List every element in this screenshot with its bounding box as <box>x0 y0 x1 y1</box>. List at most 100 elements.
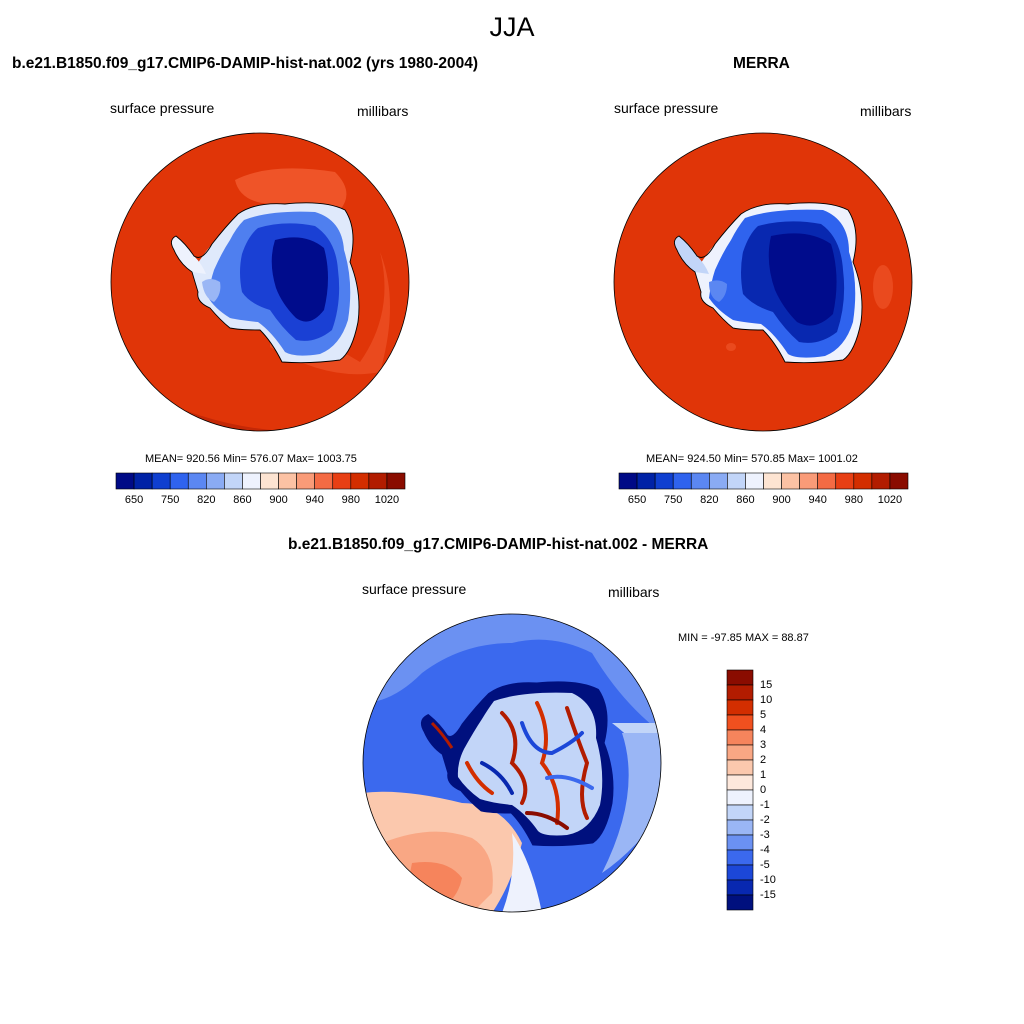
colorbar-swatch <box>636 472 656 490</box>
colorbar-tick-label: 750 <box>161 494 180 506</box>
colorbar-swatch <box>726 849 754 866</box>
colorbar-swatch <box>690 472 710 490</box>
colorbar-tick-label: 820 <box>700 494 719 506</box>
colorbar-tick-label: 860 <box>233 494 252 506</box>
colorbar-swatch <box>726 804 754 821</box>
colorbar-tick-label: 5 <box>760 709 767 721</box>
panel-3-title: b.e21.B1850.f09_g17.CMIP6-DAMIP-hist-nat… <box>288 536 709 553</box>
colorbar-swatch <box>726 819 754 836</box>
colorbar-tick-label: 820 <box>197 494 216 506</box>
panel-3-variable-label: surface pressure <box>362 581 467 597</box>
colorbar-swatch <box>889 472 909 490</box>
colorbar-tick-label: 940 <box>808 494 827 506</box>
colorbar-swatch <box>187 472 207 490</box>
colorbar-swatch <box>654 472 674 490</box>
colorbar-tick-label: 900 <box>269 494 288 506</box>
colorbar-swatch <box>151 472 171 490</box>
colorbar-tick-label: 10 <box>760 694 773 706</box>
colorbar-swatch <box>672 472 692 490</box>
colorbar-tick-label: 2 <box>760 754 767 766</box>
colorbar-swatch <box>726 879 754 896</box>
colorbar-swatch <box>618 472 638 490</box>
colorbar-swatch <box>726 744 754 761</box>
colorbar-swatch <box>726 669 754 686</box>
colorbar-tick-label: 980 <box>341 494 360 506</box>
colorbar-tick-label: -5 <box>760 859 770 871</box>
colorbar-swatch <box>853 472 873 490</box>
colorbar-tick-label: -15 <box>760 889 776 901</box>
panel-1-title: b.e21.B1850.f09_g17.CMIP6-DAMIP-hist-nat… <box>12 55 479 72</box>
colorbar-swatch <box>726 894 754 911</box>
colorbar-swatch <box>726 789 754 806</box>
colorbar-swatch <box>726 729 754 746</box>
colorbar-swatch <box>169 472 189 490</box>
colorbar-tick-label: 750 <box>664 494 683 506</box>
colorbar-tick-label: 15 <box>760 679 773 691</box>
colorbar-swatch <box>350 472 370 490</box>
colorbar-tick-label: 900 <box>772 494 791 506</box>
colorbar-swatch <box>727 472 746 490</box>
colorbar-swatch <box>242 472 261 490</box>
colorbar-swatch <box>260 472 279 490</box>
panel-1-stats: MEAN= 920.56 Min= 576.07 Max= 1003.75 <box>145 453 357 465</box>
panel-2-variable-label: surface pressure <box>614 100 719 116</box>
colorbar-tick-label: -2 <box>760 814 770 826</box>
colorbar-tick-label: 940 <box>305 494 324 506</box>
colorbar-tick-label: 1 <box>760 769 767 781</box>
colorbar-swatch <box>726 774 754 791</box>
panel-3-stats: MIN = -97.85 MAX = 88.87 <box>678 632 809 644</box>
colorbar-tick-label: 980 <box>844 494 863 506</box>
panel-1-variable-label: surface pressure <box>110 100 215 116</box>
colorbar-tick-label: 860 <box>736 494 755 506</box>
colorbar-tick-label: 1020 <box>374 494 400 506</box>
colorbar-tick-label: 650 <box>124 494 144 506</box>
colorbar-swatch <box>115 472 135 490</box>
panel-2-stats: MEAN= 924.50 Min= 570.85 Max= 1001.02 <box>646 453 858 465</box>
colorbar-swatch <box>871 472 891 490</box>
panel-3-map <box>362 613 662 913</box>
colorbar-swatch <box>278 472 297 490</box>
colorbar-swatch <box>386 472 406 490</box>
panel-2-title: MERRA <box>733 55 790 72</box>
colorbar-tick-label: 4 <box>760 724 767 736</box>
colorbar-tick-label: 0 <box>760 784 767 796</box>
panel-1-colorbar-ticks: 650 750 820 860 900 940 980 1020 <box>116 494 405 508</box>
colorbar-swatch <box>296 472 315 490</box>
panel-3-colorbar-ticks: 15 10 5 4 3 2 1 0 -1 -2 -3 -4 -5 -10 -15 <box>760 670 800 910</box>
panel-2-units-label: millibars <box>860 103 912 119</box>
panel-2-map <box>613 132 913 432</box>
colorbar-swatch <box>835 472 855 490</box>
colorbar-tick-label: -4 <box>760 844 770 856</box>
colorbar-tick-label: -1 <box>760 799 770 811</box>
panel-1-map <box>110 132 410 432</box>
figure-title: JJA <box>489 12 535 42</box>
colorbar-tick-label: -3 <box>760 829 770 841</box>
colorbar-tick-label: 650 <box>627 494 647 506</box>
panel-2-colorbar-ticks: 650 750 820 860 900 940 980 1020 <box>619 494 908 508</box>
colorbar-swatch <box>781 472 800 490</box>
colorbar-swatch <box>799 472 818 490</box>
colorbar-swatch <box>726 714 754 731</box>
colorbar-swatch <box>745 472 764 490</box>
colorbar-swatch <box>726 684 754 701</box>
colorbar-tick-label: -10 <box>760 874 776 886</box>
panel-1-units-label: millibars <box>357 103 409 119</box>
colorbar-swatch <box>726 759 754 776</box>
panel-3-units-label: millibars <box>608 584 660 600</box>
colorbar-tick-label: 1020 <box>877 494 903 506</box>
colorbar-swatch <box>206 472 225 490</box>
colorbar-swatch <box>763 472 782 490</box>
colorbar-swatch <box>726 864 754 881</box>
colorbar-swatch <box>332 472 352 490</box>
colorbar-swatch <box>224 472 243 490</box>
colorbar-tick-label: 3 <box>760 739 767 751</box>
colorbar-swatch <box>314 472 334 490</box>
colorbar-swatch <box>817 472 837 490</box>
panel-2-colorbar <box>618 472 909 490</box>
colorbar-swatch <box>133 472 153 490</box>
panel-3-colorbar <box>726 669 754 911</box>
colorbar-swatch <box>726 699 754 716</box>
colorbar-swatch <box>709 472 728 490</box>
colorbar-swatch <box>726 834 754 851</box>
panel-1-colorbar <box>115 472 406 490</box>
